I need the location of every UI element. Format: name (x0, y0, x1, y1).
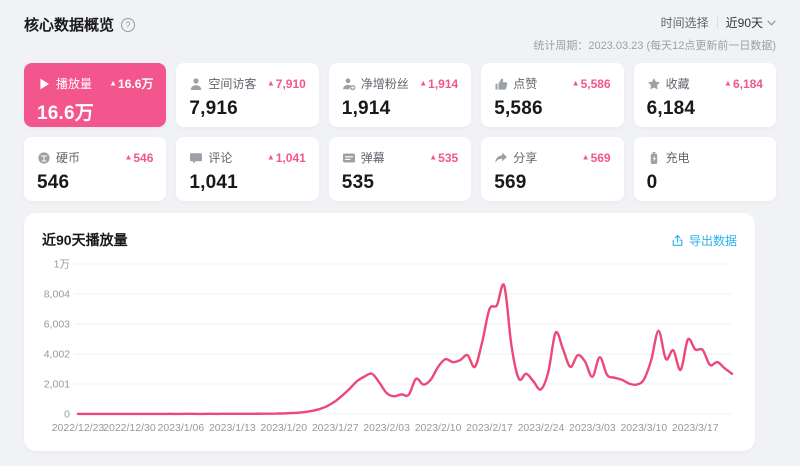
stat-value: 0 (646, 172, 658, 193)
page-title-group: 核心数据概览 ? (24, 14, 136, 35)
visitor-icon (189, 77, 203, 91)
svg-text:6,003: 6,003 (44, 319, 70, 331)
svg-text:2022/12/30: 2022/12/30 (103, 422, 156, 434)
share-icon (494, 151, 508, 165)
stat-label: 收藏 (665, 77, 690, 91)
up-triangle-icon: ▲ (266, 152, 275, 162)
stat-label: 充电 (665, 151, 690, 165)
svg-text:2023/2/10: 2023/2/10 (415, 422, 462, 434)
chevron-down-icon (767, 20, 776, 26)
svg-text:2,001: 2,001 (44, 379, 70, 391)
stat-card-space-visitors[interactable]: 空间访客 ▲ 7,910 7,916 (176, 63, 319, 127)
chart-title: 近90天播放量 (42, 232, 128, 248)
stats-grid: 播放量 ▲ 16.6万 16.6万 空间访客 ▲ 7,910 7,916 净增粉丝 (24, 63, 776, 201)
up-triangle-icon: ▲ (109, 78, 118, 88)
stat-label: 分享 (513, 151, 538, 165)
stat-delta: ▲ 1,041 (266, 150, 306, 165)
stat-value: 1,914 (341, 98, 391, 119)
stat-delta: ▲ 6,184 (724, 76, 763, 91)
help-icon[interactable]: ? (121, 17, 136, 32)
svg-text:2023/2/24: 2023/2/24 (518, 422, 565, 434)
svg-text:2023/2/17: 2023/2/17 (466, 422, 513, 434)
export-data-button[interactable]: 导出数据 (671, 232, 737, 249)
page-header: 核心数据概览 ? 时间选择 近90天 统计周期：2023.03.23 (每天12… (0, 0, 800, 53)
favorite-icon (647, 77, 661, 91)
stat-card-likes[interactable]: 点赞 ▲ 5,586 5,586 (481, 63, 624, 127)
coin-icon (37, 151, 51, 165)
export-label: 导出数据 (688, 233, 737, 248)
svg-text:8,004: 8,004 (44, 289, 70, 301)
svg-text:2023/1/13: 2023/1/13 (209, 422, 256, 434)
time-selector-row: 时间选择 近90天 (533, 14, 776, 31)
stat-delta: ▲ 7,910 (266, 76, 306, 91)
up-triangle-icon: ▲ (581, 152, 590, 162)
time-range-dropdown[interactable]: 近90天 (726, 14, 776, 31)
stat-value: 546 (37, 172, 70, 193)
stat-label: 评论 (208, 151, 233, 165)
battery-icon (647, 151, 661, 165)
stat-value: 16.6万 (37, 103, 94, 124)
svg-text:2023/3/10: 2023/3/10 (620, 422, 667, 434)
stat-label: 空间访客 (208, 77, 257, 91)
danmaku-icon (342, 151, 356, 165)
svg-text:2023/1/20: 2023/1/20 (260, 422, 307, 434)
stat-label: 硬币 (56, 151, 81, 165)
stat-value: 535 (341, 172, 375, 193)
up-triangle-icon: ▲ (419, 78, 428, 88)
like-icon (494, 77, 508, 91)
up-triangle-icon: ▲ (724, 78, 732, 88)
stat-card-new-followers[interactable]: 净增粉丝 ▲ 1,914 1,914 (328, 63, 472, 127)
playcount-chart-card: 近90天播放量 导出数据 0 2,001 4,002 6,003 8,004 1万 2022… (24, 213, 755, 451)
stat-value: 6,184 (646, 98, 696, 119)
svg-text:2023/2/03: 2023/2/03 (363, 422, 410, 434)
time-range-value: 近90天 (725, 16, 763, 30)
stat-card-favorites[interactable]: 收藏 ▲ 6,184 6,184 (633, 63, 776, 127)
comment-icon (189, 151, 203, 165)
stat-delta: ▲ 569 (581, 150, 611, 165)
play-icon (37, 77, 51, 91)
stat-card-shares[interactable]: 分享 ▲ 569 569 (481, 137, 624, 201)
svg-text:2023/3/17: 2023/3/17 (672, 422, 719, 434)
stat-card-comments[interactable]: 评论 ▲ 1,041 1,041 (176, 137, 319, 201)
up-triangle-icon: ▲ (266, 78, 275, 88)
stat-delta: ▲ 16.6万 (109, 77, 154, 91)
stat-value: 569 (494, 172, 527, 193)
chart-header: 近90天播放量 导出数据 (42, 230, 737, 250)
stat-period-text: 统计周期：2023.03.23 (每天12点更新前一日数据) (533, 40, 776, 52)
stat-delta: ▲ 546 (124, 150, 154, 165)
stat-delta: ▲ 5,586 (571, 76, 611, 91)
stat-value: 1,041 (189, 172, 238, 193)
svg-text:2023/1/06: 2023/1/06 (158, 422, 205, 434)
export-icon (671, 234, 684, 247)
divider (716, 17, 718, 28)
stat-card-charging[interactable]: 充电 0 (633, 137, 776, 201)
stat-card-danmaku[interactable]: 弹幕 ▲ 535 535 (328, 137, 472, 201)
stat-card-play-count[interactable]: 播放量 ▲ 16.6万 16.6万 (24, 63, 167, 127)
stat-label: 净增粉丝 (360, 77, 409, 91)
stat-card-coins[interactable]: 硬币 ▲ 546 546 (24, 137, 167, 201)
stat-delta: ▲ 1,914 (419, 76, 459, 91)
svg-text:4,002: 4,002 (44, 349, 70, 361)
svg-text:0: 0 (64, 409, 70, 421)
up-triangle-icon: ▲ (124, 152, 133, 162)
stat-value: 5,586 (494, 98, 543, 119)
stat-value: 7,916 (189, 98, 238, 119)
stat-label: 弹幕 (360, 151, 385, 165)
svg-text:2023/1/27: 2023/1/27 (312, 422, 359, 434)
page-title: 核心数据概览 (24, 17, 115, 34)
stat-label: 播放量 (56, 77, 93, 91)
stat-label: 点赞 (513, 77, 538, 91)
svg-text:2023/3/03: 2023/3/03 (569, 422, 616, 434)
stat-delta: ▲ 535 (429, 150, 459, 165)
playcount-line-chart: 0 2,001 4,002 6,003 8,004 1万 2022/12/23 2022/12… (42, 254, 737, 451)
new-follower-icon (342, 77, 356, 91)
up-triangle-icon: ▲ (429, 152, 438, 162)
header-right: 时间选择 近90天 统计周期：2023.03.23 (每天12点更新前一日数据) (533, 14, 776, 53)
up-triangle-icon: ▲ (571, 78, 580, 88)
svg-text:1万: 1万 (54, 259, 70, 271)
svg-text:2022/12/23: 2022/12/23 (52, 422, 105, 434)
time-selector-label: 时间选择 (660, 16, 709, 30)
